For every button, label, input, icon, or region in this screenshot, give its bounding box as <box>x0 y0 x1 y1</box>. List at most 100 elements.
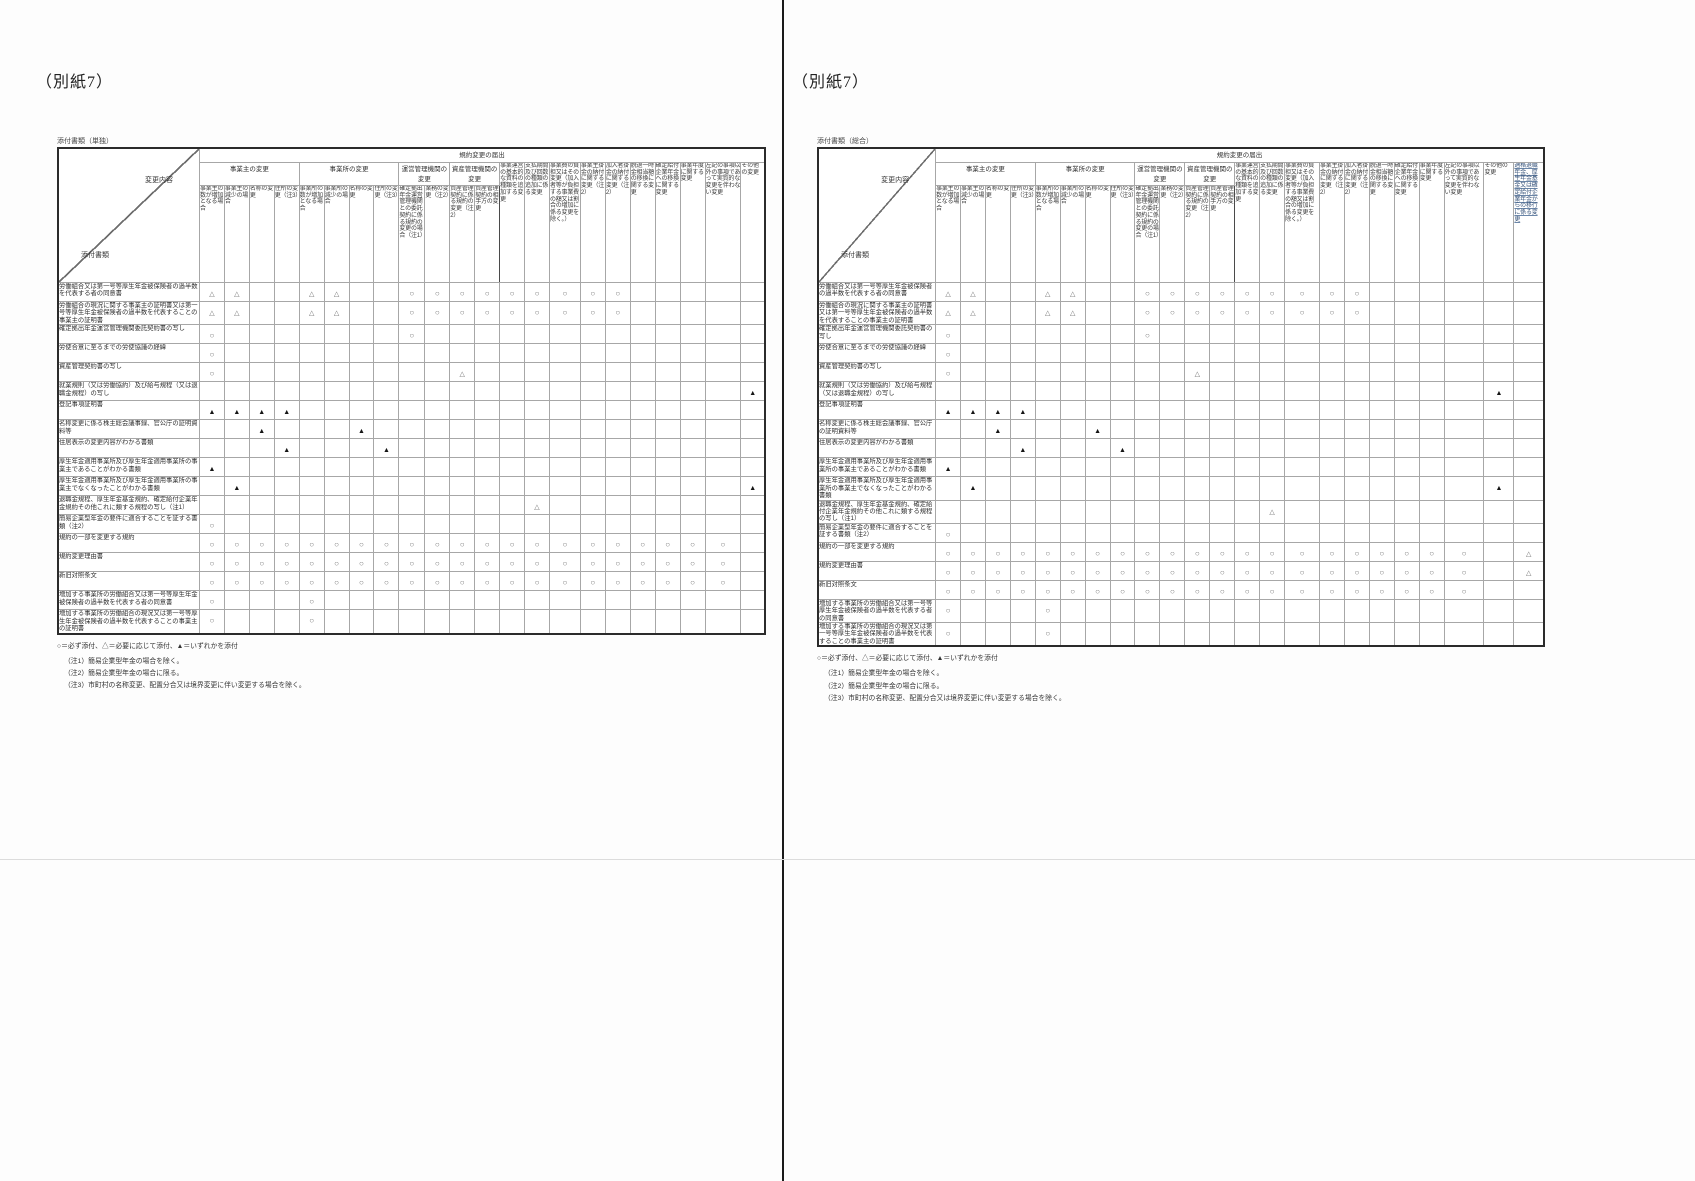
matrix-cell <box>474 324 501 345</box>
column-header: 資産管理契約に係る規約の変更（注2） <box>1184 185 1211 283</box>
attachment-mark: ○ <box>1244 548 1250 558</box>
matrix-cell <box>424 324 451 345</box>
matrix-cell <box>474 419 501 440</box>
attachment-mark: ○ <box>1145 308 1150 317</box>
attachment-mark: ○ <box>1354 586 1360 596</box>
table-row: 名称変更に係る株主総会議事録、官公庁の証明資料等 ▲ ▲ <box>57 419 766 440</box>
attachment-mark: △ <box>970 310 976 317</box>
matrix-cell <box>198 419 225 440</box>
attachment-mark: ○ <box>1269 308 1275 317</box>
matrix-cell: ○ <box>248 571 275 592</box>
matrix-cell <box>548 362 581 383</box>
attachment-mark: ○ <box>459 559 465 569</box>
matrix-cell <box>1284 476 1320 501</box>
matrix-cell <box>524 419 550 440</box>
matrix-cell <box>1109 362 1136 383</box>
matrix-cell: ○ <box>1234 300 1261 326</box>
matrix-cell <box>548 476 581 497</box>
column-header: 左記の事項以外の事項であって実質的な変更を伴わない変更 <box>1443 162 1485 283</box>
matrix-cell <box>679 324 706 345</box>
matrix-cell <box>1109 324 1136 345</box>
matrix-cell <box>1513 598 1545 624</box>
matrix-cell: ○ <box>1368 579 1395 600</box>
matrix-cell <box>1134 381 1161 402</box>
matrix-cell <box>1393 476 1420 501</box>
matrix-cell <box>1159 400 1186 421</box>
matrix-cell <box>449 495 476 516</box>
matrix-cell <box>1318 362 1345 383</box>
matrix-cell <box>1393 622 1420 647</box>
attachment-mark: ○ <box>1329 289 1335 298</box>
matrix-cell <box>548 495 581 516</box>
matrix-cell: ○ <box>373 552 400 573</box>
row-label: 規約の一部を変更する規約 <box>817 541 937 562</box>
attachment-mark: ○ <box>1244 289 1250 298</box>
attachment-table-right: 変更内容 添付書類 規約変更の届出 事業主の変更 事業所の変更 運営管理機関の変更 資産管理… <box>817 147 1545 705</box>
matrix-cell: ○ <box>1134 541 1161 562</box>
matrix-cell: △ <box>323 300 350 326</box>
matrix-cell: ○ <box>248 552 275 573</box>
matrix-cell <box>248 457 275 478</box>
attachment-mark: ○ <box>459 289 465 298</box>
matrix-cell: ○ <box>704 571 742 592</box>
attachment-mark: ○ <box>284 578 290 588</box>
matrix-cell: ○ <box>1134 579 1161 600</box>
matrix-cell <box>1393 282 1420 302</box>
attachment-mark: △ <box>1045 291 1051 298</box>
attachment-mark: ○ <box>640 540 646 550</box>
matrix-cell: ○ <box>1109 560 1136 581</box>
matrix-cell <box>1284 622 1320 647</box>
attachment-mark: △ <box>234 310 240 317</box>
attachment-mark: ○ <box>1354 567 1360 577</box>
matrix-cell <box>1059 438 1086 459</box>
matrix-cell <box>1034 499 1061 524</box>
matrix-cell <box>1418 622 1445 647</box>
matrix-cell: ○ <box>1259 300 1286 326</box>
attachment-mark: ▲ <box>1495 390 1503 398</box>
matrix-cell: ○ <box>984 560 1011 581</box>
matrix-cell <box>1483 560 1515 581</box>
matrix-cell <box>1284 598 1320 624</box>
matrix-cell <box>1159 499 1186 524</box>
matrix-cell <box>298 362 325 383</box>
matrix-cell <box>1159 522 1186 543</box>
row-label: 規約変更理由書 <box>57 552 200 573</box>
legend-text: ○＝必ず添付、△＝必要に応じて添付、▲＝いずれかを添付 <box>817 655 998 663</box>
matrix-cell <box>524 343 550 364</box>
attachment-mark: ▲ <box>1019 409 1027 417</box>
matrix-cell: ○ <box>1059 560 1086 581</box>
attachment-mark: ○ <box>1329 548 1335 558</box>
column-group-header: 資産管理機関の変更 <box>1184 162 1236 186</box>
table-row: 資産管理契約書の写し ○ △ <box>57 362 766 383</box>
matrix-cell <box>740 362 766 383</box>
matrix-cell <box>1284 400 1320 421</box>
attachment-mark: ▲ <box>1094 428 1102 436</box>
attachment-mark: ○ <box>690 578 695 588</box>
matrix-cell <box>579 419 606 440</box>
matrix-cell: ○ <box>579 571 606 592</box>
matrix-cell: ○ <box>604 533 631 554</box>
matrix-cell <box>1109 499 1136 524</box>
attachment-mark: ▲ <box>1495 485 1503 493</box>
matrix-cell: △ <box>935 282 961 302</box>
matrix-cell <box>223 381 250 402</box>
column-header: 資産管理契約に係る規約の変更（注2） <box>449 185 476 283</box>
matrix-cell: ○ <box>1259 282 1286 302</box>
matrix-cell <box>1393 419 1420 440</box>
matrix-cell: ○ <box>935 522 961 543</box>
matrix-cell <box>654 300 681 326</box>
matrix-cell: ○ <box>198 514 225 535</box>
matrix-cell <box>1009 622 1036 647</box>
matrix-cell <box>1059 499 1086 524</box>
matrix-cell <box>1343 400 1370 421</box>
matrix-cell <box>1443 457 1485 478</box>
matrix-cell <box>348 282 375 302</box>
page-bottom-edge <box>0 859 1695 860</box>
matrix-cell <box>1443 400 1485 421</box>
matrix-cell <box>1134 499 1161 524</box>
attachment-mark: ○ <box>209 578 215 588</box>
attachment-mark: ○ <box>434 308 440 317</box>
matrix-cell <box>499 609 526 635</box>
matrix-cell: ○ <box>1184 560 1211 581</box>
matrix-cell <box>654 590 681 611</box>
